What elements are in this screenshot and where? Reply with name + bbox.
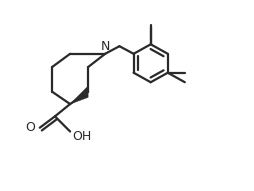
Text: N: N (101, 40, 110, 53)
Text: OH: OH (72, 130, 91, 143)
Text: O: O (26, 121, 36, 134)
Polygon shape (70, 86, 88, 104)
